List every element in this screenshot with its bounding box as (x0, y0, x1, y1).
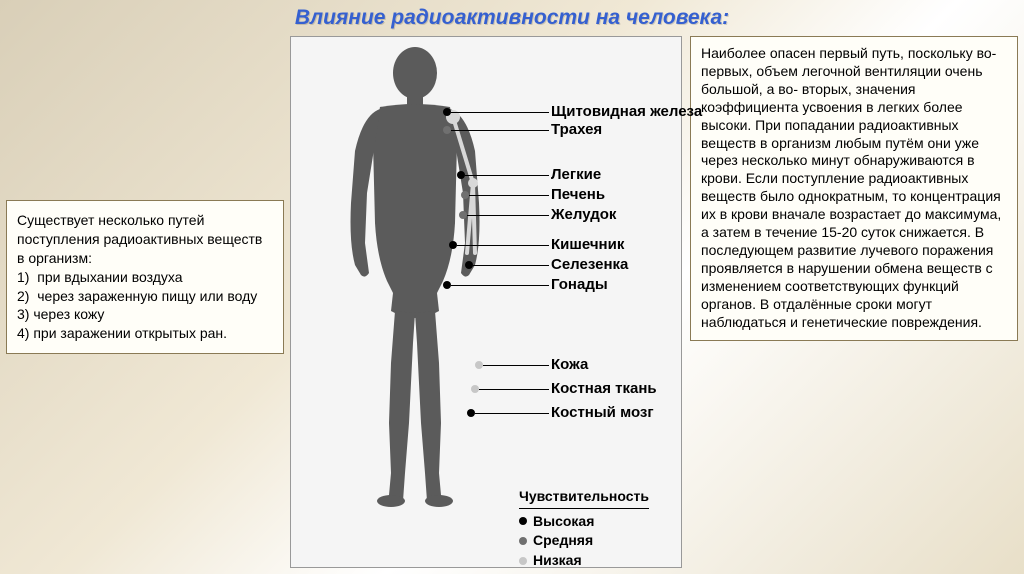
organ-label: Легкие (551, 166, 601, 183)
organ-label: Костный мозг (551, 404, 654, 421)
leader-line (469, 195, 549, 196)
sensitivity-legend: Чувствительность Высокая Средняя Низкая (519, 487, 649, 570)
organ-dot (457, 171, 465, 179)
organ-label: Селезенка (551, 256, 628, 273)
organ-label: Щитовидная железа (551, 103, 702, 120)
leader-line (451, 285, 549, 286)
legend-label-med: Средняя (533, 531, 593, 551)
organ-dot (475, 361, 483, 369)
legend-label-low: Низкая (533, 551, 582, 571)
organ-dot (443, 108, 451, 116)
legend-label-high: Высокая (533, 512, 594, 532)
right-text-box: Наиболее опасен первый путь, поскольку в… (690, 36, 1018, 341)
leader-line (457, 245, 549, 246)
organ-label: Костная ткань (551, 380, 657, 397)
organ-dot (449, 241, 457, 249)
organ-dot (471, 385, 479, 393)
leader-line (479, 389, 549, 390)
legend-row-low: Низкая (519, 551, 649, 571)
organ-dot (443, 126, 451, 134)
left-item-3: 3) через кожу (17, 305, 273, 324)
body-diagram: Щитовидная железаТрахеяЛегкиеПеченьЖелуд… (290, 36, 682, 568)
leader-line (467, 215, 549, 216)
legend-row-med: Средняя (519, 531, 649, 551)
left-item-1-text: при вдыхании воздуха (37, 269, 182, 285)
organ-dot (459, 211, 467, 219)
organ-label: Желудок (551, 206, 616, 223)
left-intro: Существует несколько путей поступления р… (17, 211, 273, 268)
leader-line (451, 130, 549, 131)
organ-label: Трахея (551, 121, 602, 138)
organ-dot (465, 261, 473, 269)
leader-line (465, 175, 549, 176)
page-title: Влияние радиоактивности на человека: (0, 6, 1024, 30)
organ-label: Кожа (551, 356, 588, 373)
left-item-4: 4) при заражении открытых ран. (17, 324, 273, 343)
left-item-2: 2) через зараженную пищу или воду (17, 287, 273, 306)
leader-line (473, 265, 549, 266)
legend-row-high: Высокая (519, 512, 649, 532)
organ-dot (467, 409, 475, 417)
legend-dot-high (519, 517, 527, 525)
legend-header: Чувствительность (519, 487, 649, 509)
leader-line (483, 365, 549, 366)
left-item-3-text: через кожу (33, 306, 104, 322)
organ-dot (443, 281, 451, 289)
left-item-2-text: через зараженную пищу или воду (37, 288, 257, 304)
left-item-4-text: при заражении открытых ран. (33, 325, 227, 341)
leader-line (451, 112, 549, 113)
left-item-1: 1) при вдыхании воздуха (17, 268, 273, 287)
leader-line (475, 413, 549, 414)
legend-dot-low (519, 557, 527, 565)
organ-label: Гонады (551, 276, 608, 293)
organ-label: Печень (551, 186, 605, 203)
organ-label: Кишечник (551, 236, 624, 253)
organ-dot (461, 191, 469, 199)
left-text-box: Существует несколько путей поступления р… (6, 200, 284, 354)
legend-dot-med (519, 537, 527, 545)
